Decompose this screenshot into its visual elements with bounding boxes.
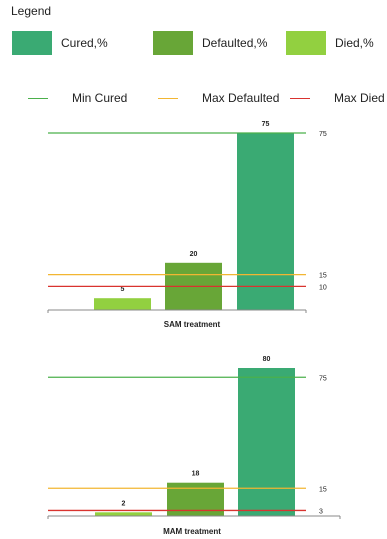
- sam-treatment-chart: 5 20 75 75 15 10 SAM treatment: [47, 121, 327, 329]
- legend-title: Legend: [11, 4, 52, 18]
- legend-line-item-min-cured: Min Cured: [28, 91, 127, 105]
- mam-bar-0: [95, 512, 152, 516]
- legend-item-cured: Cured,%: [12, 31, 108, 55]
- mam-data-label-0: 2: [122, 500, 126, 507]
- legend-line-label-min-cured: Min Cured: [72, 91, 128, 105]
- legend-label-defaulted: Defaulted,%: [202, 36, 268, 50]
- legend-swatch-defaulted: [153, 31, 193, 55]
- legend-swatch-cured: [12, 31, 52, 55]
- sam-bar-2: [237, 133, 294, 310]
- legend-line-label-max-died: Max Died: [334, 91, 385, 105]
- legend-line-item-max-died: Max Died: [290, 91, 385, 105]
- legend-line-swatch-min-cured: [28, 97, 48, 99]
- mam-data-label-2: 80: [263, 356, 271, 363]
- legend-label-cured: Cured,%: [61, 36, 108, 50]
- legend-line-label-max-defaulted: Max Defaulted: [202, 91, 280, 105]
- mam-bar-2: [238, 368, 295, 516]
- legend-swatch-died: [286, 31, 326, 55]
- sam-data-label-1: 20: [190, 251, 198, 258]
- legend-item-defaulted: Defaulted,%: [153, 31, 267, 55]
- legend-item-died: Died,%: [286, 31, 374, 55]
- sam-ref-label-1: 15: [319, 273, 327, 280]
- sam-bar-0: [94, 298, 151, 310]
- legend-line-swatch-max-defaulted: [158, 97, 178, 99]
- mam-ref-label-2: 3: [319, 508, 323, 515]
- mam-ref-label-0: 75: [319, 375, 327, 382]
- sam-data-label-0: 5: [121, 286, 125, 293]
- mam-data-label-1: 18: [192, 471, 200, 478]
- sam-data-label-2: 75: [262, 121, 270, 128]
- sam-ref-label-2: 10: [319, 284, 327, 291]
- mam-ref-label-1: 15: [319, 486, 327, 493]
- sam-chart-title: SAM treatment: [164, 320, 221, 329]
- legend-label-died: Died,%: [335, 36, 374, 50]
- legend-line-swatch-max-died: [290, 97, 310, 99]
- legend-line-item-max-defaulted: Max Defaulted: [158, 91, 279, 105]
- sam-ref-label-0: 75: [319, 131, 327, 138]
- mam-chart-title: MAM treatment: [163, 527, 221, 536]
